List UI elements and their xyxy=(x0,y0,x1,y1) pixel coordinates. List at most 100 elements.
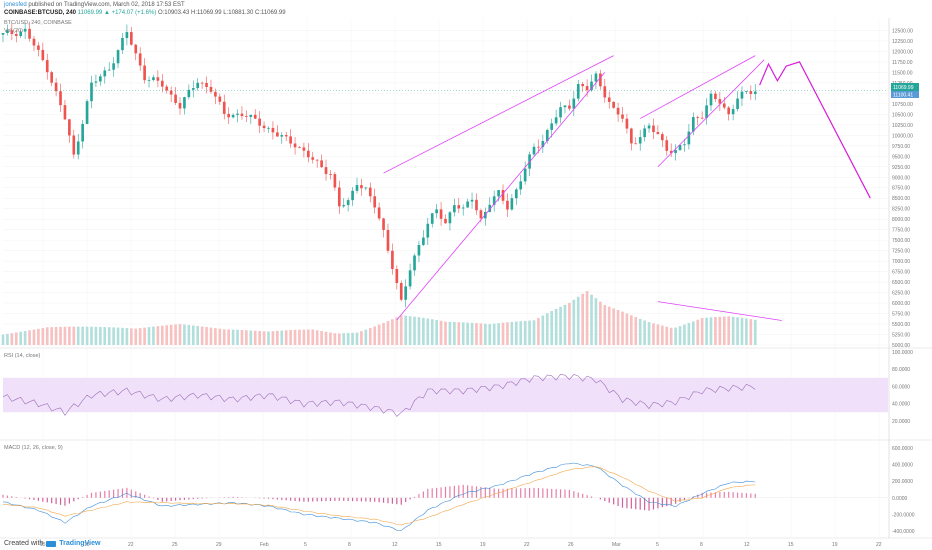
macd-histogram-bar xyxy=(59,497,62,505)
volume-bar xyxy=(355,332,359,345)
candle-body xyxy=(391,250,394,269)
volume-bar xyxy=(382,322,385,345)
volume-bar xyxy=(386,321,390,345)
volume-bar xyxy=(501,322,505,345)
macd-histogram-bar xyxy=(409,497,411,500)
candle-body xyxy=(510,198,514,210)
candle-body xyxy=(68,119,71,136)
macd-histogram-bar xyxy=(427,488,429,498)
volume-bar xyxy=(45,327,49,345)
volume-bar xyxy=(32,329,36,345)
rsi-band-fill xyxy=(3,377,888,413)
price-tick-label: 10250.00 xyxy=(892,123,913,129)
price-tick-label: 12000.00 xyxy=(892,49,913,55)
volume-bar xyxy=(510,321,514,345)
candle-body xyxy=(227,113,231,118)
volume-bar xyxy=(448,321,452,345)
candle-body xyxy=(422,237,425,245)
price-tick-label: 7250.00 xyxy=(892,249,910,255)
candle-body xyxy=(174,94,177,103)
macd-histogram-bar xyxy=(316,497,318,502)
volume-bar xyxy=(54,326,58,345)
macd-histogram-bar xyxy=(635,497,637,510)
macd-histogram-bar xyxy=(546,488,548,498)
candle-body xyxy=(386,229,390,251)
price-tick-label: 7750.00 xyxy=(892,228,910,234)
rsi-band xyxy=(3,377,888,413)
time-tick-label: 22 xyxy=(876,542,882,548)
candle-body xyxy=(523,168,527,182)
macd-histogram-bar xyxy=(135,491,137,498)
volume-bar xyxy=(736,317,739,345)
candle-body xyxy=(1,33,5,35)
macd-histogram-bar xyxy=(573,491,575,498)
volume-bar xyxy=(483,323,487,345)
macd-histogram-bar xyxy=(714,492,717,498)
macd-histogram-bar xyxy=(130,489,132,498)
volume-bar xyxy=(687,323,691,345)
candle-body xyxy=(541,141,545,148)
candle-body xyxy=(616,107,620,115)
macd-histogram-bar xyxy=(683,497,686,501)
volume-bar xyxy=(652,323,655,345)
macd-histogram-bar xyxy=(732,492,734,498)
volume-bar xyxy=(205,327,208,345)
volume-bar xyxy=(360,331,363,345)
volume-bar xyxy=(453,321,456,345)
candle-body xyxy=(134,44,138,54)
macd-histogram-bar xyxy=(675,497,677,504)
macd-histogram-bar xyxy=(170,497,172,501)
volume-bar xyxy=(749,319,753,345)
macd-histogram-bar xyxy=(360,497,363,502)
macd-histogram-bar xyxy=(644,497,646,511)
volume-bar xyxy=(426,318,430,345)
volume-bar xyxy=(112,327,115,345)
volume-bar xyxy=(466,322,469,345)
price-tick-label: 6000.00 xyxy=(892,301,910,307)
volume-bar xyxy=(576,296,580,345)
candle-body xyxy=(545,129,549,142)
volume-bar xyxy=(669,327,673,345)
last-price-tag: 11069.99 xyxy=(893,85,914,91)
macd-histogram-bar xyxy=(201,497,203,499)
volume-bar xyxy=(280,330,284,345)
volume-bar xyxy=(422,317,425,345)
macd-histogram-bar xyxy=(502,488,504,498)
author-name[interactable]: jonesfed xyxy=(4,2,27,8)
macd-histogram-bar xyxy=(294,497,296,501)
candle-body xyxy=(709,93,713,106)
tradingview-brand[interactable]: TradingView xyxy=(59,540,101,547)
time-tick-label: 19 xyxy=(832,542,838,548)
volume-bar xyxy=(253,330,257,345)
volume-bar xyxy=(227,329,231,345)
time-tick-label: 19 xyxy=(480,542,486,548)
macd-histogram-bar xyxy=(95,492,97,498)
candle-body xyxy=(373,196,377,208)
volume-bar xyxy=(514,321,518,345)
macd-histogram-bar xyxy=(444,486,447,498)
volume-bar xyxy=(324,331,328,345)
macd-histogram-bar xyxy=(179,497,181,501)
candle-body xyxy=(714,93,717,100)
candle-body xyxy=(674,150,677,154)
candle-body xyxy=(753,91,757,94)
macd-histogram-bar xyxy=(378,497,380,503)
price-tick-label: 9750.00 xyxy=(892,144,910,150)
macd-histogram-bar xyxy=(192,497,194,500)
volume-bar xyxy=(413,316,416,345)
macd-histogram-bar xyxy=(290,497,292,501)
macd-histogram-bar xyxy=(6,495,9,498)
macd-histogram-bar xyxy=(144,494,146,498)
volume-bar xyxy=(23,331,27,345)
volume-bar xyxy=(90,326,93,345)
volume-bar xyxy=(85,326,89,345)
macd-histogram-bar xyxy=(73,497,75,502)
price-tick-label: 10000.00 xyxy=(892,133,913,139)
volume-bar xyxy=(634,317,638,345)
candle-body xyxy=(267,127,270,129)
rsi-tick-label: 80.0000 xyxy=(892,367,910,373)
macd-histogram-bar xyxy=(582,493,584,498)
macd-histogram-bar xyxy=(586,495,588,498)
price-tick-label: 8250.00 xyxy=(892,207,910,213)
